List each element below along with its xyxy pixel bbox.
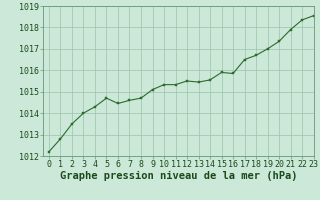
X-axis label: Graphe pression niveau de la mer (hPa): Graphe pression niveau de la mer (hPa): [60, 171, 297, 181]
